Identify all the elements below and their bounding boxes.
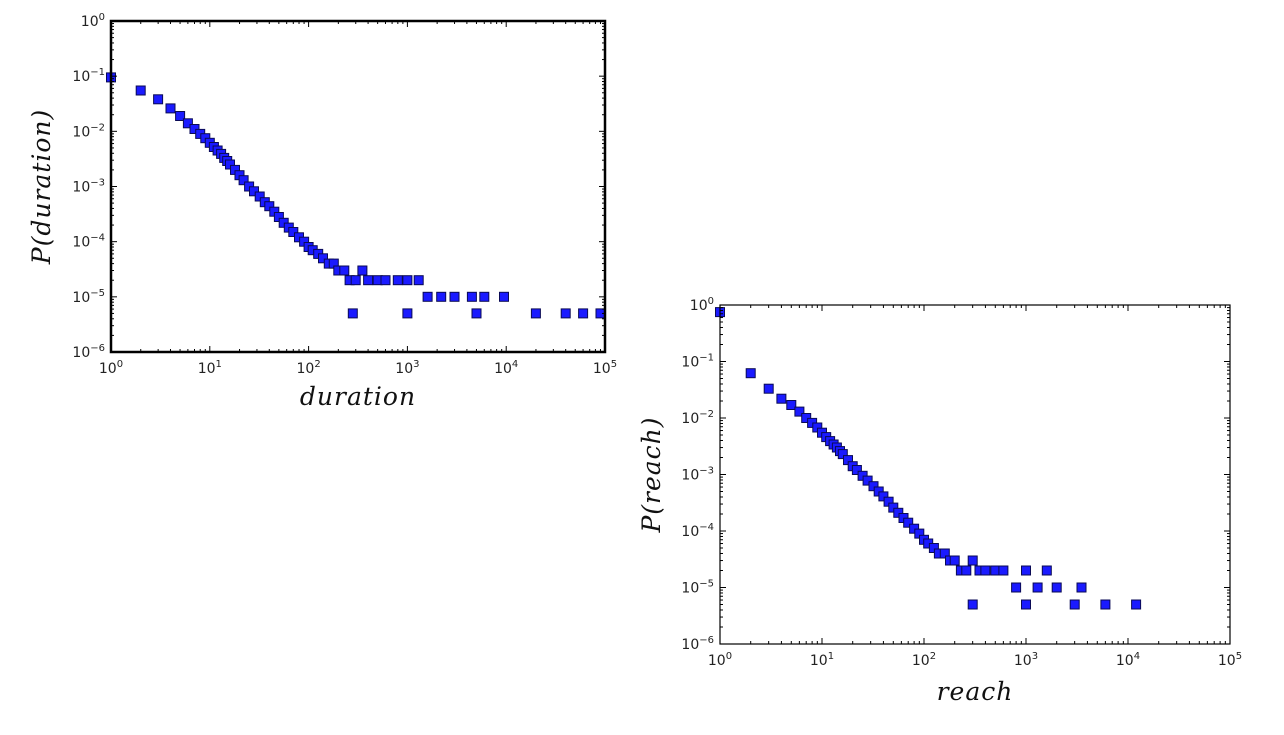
data-point: [794, 406, 805, 417]
data-point: [449, 291, 460, 302]
y-tick-label: 10−4: [681, 522, 714, 540]
data-point: [402, 275, 413, 286]
x-tick-label: 104: [494, 359, 518, 377]
data-point: [350, 275, 361, 286]
data-point: [1021, 599, 1031, 610]
data-point: [1041, 565, 1052, 576]
data-point: [862, 475, 873, 486]
data-point: [939, 548, 950, 559]
data-point: [436, 291, 447, 302]
data-point: [288, 227, 299, 237]
data-point: [254, 191, 265, 202]
data-point: [479, 291, 490, 302]
data-point: [560, 308, 571, 319]
ticks: [110, 20, 606, 353]
data-point: [967, 599, 978, 610]
x-tick-label: 101: [198, 359, 222, 377]
data-point: [776, 393, 787, 404]
data-point: [318, 253, 328, 264]
data-point: [249, 186, 259, 197]
data-point: [422, 291, 433, 302]
data-point: [1131, 599, 1142, 610]
data-point: [357, 265, 368, 276]
y-tick-label: 10−1: [681, 353, 714, 371]
data-point: [182, 118, 193, 129]
data-point: [1051, 582, 1062, 593]
y-tick-label: 10−2: [681, 409, 714, 427]
y-tick-label: 10−3: [681, 466, 714, 484]
y-tick-label: 100: [690, 296, 714, 314]
data-point: [893, 507, 904, 518]
x-tick-label: 100: [99, 359, 123, 377]
x-tick-label: 103: [1014, 651, 1038, 669]
data-point: [363, 275, 374, 286]
data-point: [165, 103, 176, 114]
data-point: [1011, 582, 1022, 593]
x-tick-label: 102: [296, 359, 320, 377]
x-axis-label: reach: [937, 677, 1014, 706]
x-tick-label: 101: [810, 651, 834, 669]
data-point: [471, 308, 482, 319]
y-tick-label: 10−6: [681, 635, 714, 653]
data-point: [903, 517, 914, 528]
x-tick-label: 104: [1116, 651, 1140, 669]
y-axis-label: P(reach): [637, 416, 666, 533]
plot-frame: [719, 304, 1231, 645]
data-points: [715, 307, 1142, 610]
data-point: [837, 449, 848, 460]
data-point: [998, 565, 1009, 576]
y-tick-label: 10−1: [72, 67, 105, 85]
data-point: [499, 291, 509, 302]
y-tick-label: 10−5: [72, 288, 105, 306]
data-point: [238, 175, 249, 186]
data-point: [967, 555, 978, 566]
chart-reach: 100 101 102 103 104 105 10−6 10−5 10−4 10−3 10−2 10…: [637, 296, 1242, 706]
chart-duration: 100 101 102 103 104 105 10−6 10−5 10−4 10−3 10−2 10…: [27, 12, 617, 411]
data-points: [106, 72, 606, 319]
data-point: [578, 308, 589, 319]
data-point: [1076, 582, 1087, 593]
y-tick-label: 100: [81, 12, 105, 30]
data-point: [413, 275, 424, 286]
data-point: [466, 291, 477, 302]
data-point: [745, 368, 756, 379]
data-point: [153, 94, 164, 105]
data-point: [392, 275, 403, 286]
y-axis-label: P(duration): [27, 109, 56, 265]
data-point: [135, 85, 146, 96]
data-point: [1069, 599, 1080, 610]
y-tick-label: 10−6: [72, 343, 105, 361]
ticks: [719, 304, 1231, 645]
x-tick-label: 105: [593, 359, 617, 377]
x-tick-label: 102: [912, 651, 936, 669]
data-point: [175, 111, 186, 121]
x-tick-label: 105: [1218, 651, 1242, 669]
data-point: [878, 491, 889, 502]
y-tick-label: 10−3: [72, 178, 105, 196]
data-point: [530, 308, 541, 319]
data-point: [339, 265, 350, 276]
y-tick-label: 10−5: [681, 579, 714, 597]
data-point: [868, 481, 879, 492]
data-point: [786, 400, 797, 410]
data-point: [949, 555, 960, 566]
data-point: [1021, 565, 1031, 576]
x-tick-label: 103: [395, 359, 419, 377]
data-point: [1032, 582, 1043, 593]
data-point: [402, 308, 413, 319]
x-axis-label: duration: [300, 382, 416, 411]
data-point: [763, 383, 774, 394]
data-point: [980, 565, 991, 576]
data-point: [380, 275, 391, 286]
data-point: [851, 465, 862, 475]
x-tick-label: 100: [708, 651, 732, 669]
y-tick-label: 10−2: [72, 122, 105, 140]
data-point: [1100, 599, 1111, 610]
y-tick-label: 10−4: [72, 233, 105, 251]
data-point: [347, 308, 358, 319]
data-point: [961, 565, 972, 576]
plot-frame: [109, 19, 607, 354]
